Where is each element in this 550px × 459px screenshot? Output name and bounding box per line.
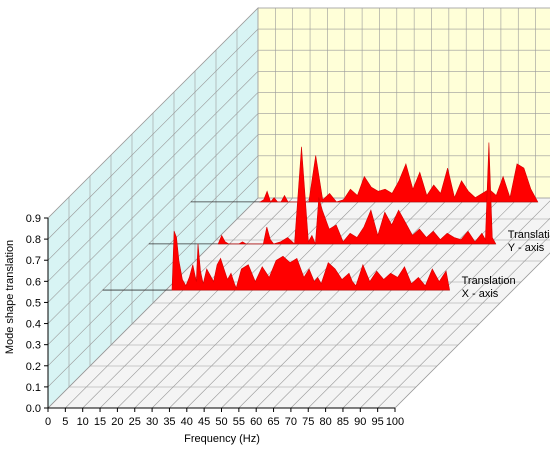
series-label-line: X - axis	[462, 288, 499, 300]
y-tick-label: 0.3	[26, 340, 41, 352]
x-tick-label: 35	[163, 416, 175, 428]
y-tick-label: 0.6	[26, 276, 41, 288]
y-tick-label: 0.9	[26, 213, 41, 225]
x-tick-label: 30	[146, 416, 158, 428]
y-tick-label: 0.7	[26, 255, 41, 267]
x-tick-label: 80	[319, 416, 331, 428]
x-tick-label: 40	[181, 416, 193, 428]
x-tick-label: 20	[111, 416, 123, 428]
x-tick-label: 95	[372, 416, 384, 428]
x-tick-label: 50	[215, 416, 227, 428]
y-tick-label: 0.4	[26, 319, 41, 331]
x-tick-label: 5	[62, 416, 68, 428]
series-label-line: Translation	[462, 275, 516, 287]
series-label-line: Translation	[508, 229, 550, 241]
y-tick-label: 0.1	[26, 382, 41, 394]
x-tick-label: 15	[94, 416, 106, 428]
x-tick-label: 70	[285, 416, 297, 428]
x-tick-label: 75	[302, 416, 314, 428]
x-tick-label: 25	[129, 416, 141, 428]
x-tick-label: 100	[386, 416, 404, 428]
series-label: TranslationY - axis	[508, 229, 550, 254]
x-tick-label: 85	[337, 416, 349, 428]
y-tick-label: 0.0	[26, 403, 41, 415]
y-tick-label: 0.8	[26, 234, 41, 246]
x-axis-title: Frequency (Hz)	[184, 433, 260, 445]
x-tick-label: 60	[250, 416, 262, 428]
y-axis-title: Mode shape translation	[4, 240, 16, 354]
y-tick-label: 0.5	[26, 297, 41, 309]
x-tick-label: 10	[77, 416, 89, 428]
x-tick-label: 45	[198, 416, 210, 428]
x-tick-label: 55	[233, 416, 245, 428]
x-tick-label: 65	[267, 416, 279, 428]
y-tick-label: 0.2	[26, 361, 41, 373]
x-tick-label: 0	[45, 416, 51, 428]
series-label-line: Y - axis	[508, 242, 545, 254]
x-tick-label: 90	[354, 416, 366, 428]
